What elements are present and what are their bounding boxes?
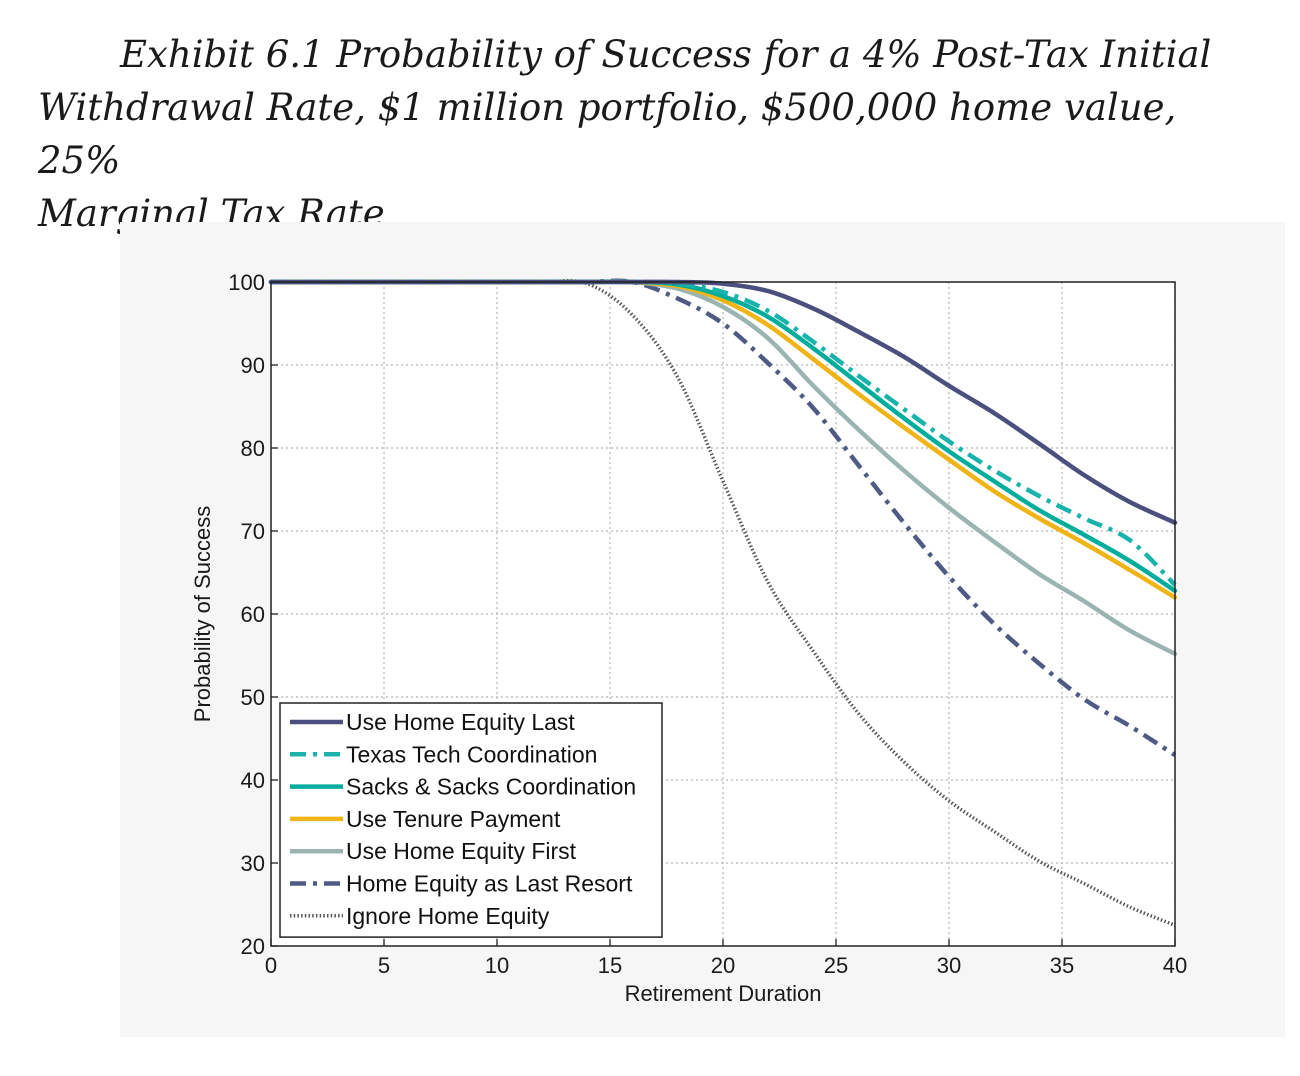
legend-label: Home Equity as Last Resort: [346, 871, 633, 897]
x-tick-label: 30: [937, 953, 961, 978]
y-tick-label: 20: [241, 934, 265, 959]
legend-label: Ignore Home Equity: [346, 903, 550, 929]
y-tick-label: 40: [241, 768, 265, 793]
caption-line-2: Withdrawal Rate, $1 million portfolio, $…: [38, 86, 1177, 182]
x-axis-label: Retirement Duration: [625, 981, 822, 1006]
y-tick-label: 70: [241, 519, 265, 544]
legend-label: Sacks & Sacks Coordination: [346, 774, 636, 800]
y-tick-label: 50: [241, 685, 265, 710]
y-tick-label: 100: [228, 270, 265, 295]
series-line-ignore-home-equity: [270, 279, 1176, 927]
x-tick-label: 0: [265, 953, 277, 978]
y-tick-label: 30: [241, 851, 265, 876]
legend: Use Home Equity Last Texas Tech Coordinat…: [279, 702, 663, 938]
x-tick-label: 15: [598, 953, 622, 978]
y-tick-label: 60: [241, 602, 265, 627]
figure-caption: Exhibit 6.1 Probability of Success for a…: [38, 28, 1268, 240]
axes: [270, 281, 1176, 947]
x-tick-label: 20: [711, 953, 735, 978]
x-tick-label: 25: [824, 953, 848, 978]
caption-line-1: Exhibit 6.1 Probability of Success for a…: [120, 33, 1212, 76]
legend-label: Use Tenure Payment: [346, 806, 561, 832]
x-tick-label: 5: [378, 953, 390, 978]
legend-label: Texas Tech Coordination: [346, 741, 597, 767]
legend-box: [279, 702, 663, 938]
x-tick-label: 40: [1163, 953, 1187, 978]
x-tick-label: 10: [485, 953, 509, 978]
legend-label: Use Home Equity Last: [346, 709, 575, 735]
y-tick-label: 80: [241, 436, 265, 461]
legend-label: Use Home Equity First: [346, 838, 577, 864]
y-axis-label: Probability of Success: [190, 506, 215, 722]
x-tick-label: 35: [1050, 953, 1074, 978]
y-tick-label: 90: [241, 353, 265, 378]
tick-labels: 0 5 10 15 20 25 30 35 40 20 30 40 50 60 70 80 90 100: [228, 270, 1187, 978]
